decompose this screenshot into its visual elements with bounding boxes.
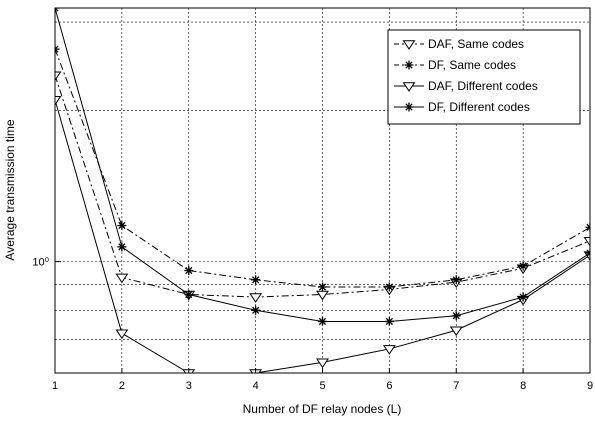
x-tick-label: 1: [52, 380, 58, 392]
marker-star: [251, 305, 261, 315]
marker-star: [318, 316, 327, 326]
series-4: [55, 8, 590, 326]
marker-triangle: [449, 326, 463, 337]
marker-star: [184, 266, 194, 276]
marker-triangle: [316, 358, 329, 369]
marker-star: [451, 275, 461, 285]
marker-triangle: [55, 71, 62, 82]
marker-triangle: [402, 82, 416, 92]
marker-triangle: [583, 237, 590, 247]
series-line: [55, 48, 590, 288]
marker-star: [117, 221, 127, 231]
marker-triangle: [249, 293, 263, 303]
marker-star: [184, 290, 194, 300]
legend-item-label: DAF, Same codes: [428, 37, 524, 51]
legend: DAF, Same codes DF, Same codes DAF, Differ…: [387, 29, 581, 125]
marker-star: [384, 316, 394, 326]
legend-item-label: DF, Same codes: [428, 58, 516, 72]
y-tick-labels: 10⁰: [32, 257, 61, 269]
marker-triangle: [115, 273, 129, 284]
series-layer: [55, 8, 590, 373]
x-tick-label: 3: [186, 380, 192, 392]
marker-star: [251, 275, 261, 285]
marker-triangle: [115, 329, 129, 340]
x-tick-label: 7: [453, 380, 459, 392]
x-tick-label: 4: [253, 380, 259, 392]
marker-star: [404, 102, 414, 112]
x-tick-label: 6: [386, 380, 392, 392]
marker-star: [518, 261, 528, 271]
x-tick-label: 9: [587, 380, 593, 392]
y-axis-label: Average transmission time: [3, 119, 17, 260]
marker-star: [404, 60, 414, 70]
legend-item-label: DAF, Different codes: [428, 79, 538, 93]
marker-star: [318, 282, 327, 292]
marker-triangle: [382, 345, 396, 355]
marker-star: [117, 242, 127, 252]
marker-star: [451, 311, 461, 321]
legend-item-label: DF, Different codes: [428, 100, 530, 114]
legend-box: [387, 29, 581, 125]
x-tick-label: 8: [520, 380, 526, 392]
x-tick-label: 5: [319, 380, 325, 392]
y-tick-label: 10⁰: [32, 257, 49, 269]
x-tick-label: 2: [119, 380, 125, 392]
series-2: [55, 44, 590, 292]
marker-star: [384, 282, 394, 292]
marker-triangle: [55, 96, 62, 106]
x-tick-labels: 1 2 3 4 5 6 7 8 9: [52, 368, 593, 392]
marker-star: [518, 292, 528, 302]
x-axis-label: Number of DF relay nodes (L): [243, 402, 402, 416]
marker-triangle: [402, 40, 416, 50]
